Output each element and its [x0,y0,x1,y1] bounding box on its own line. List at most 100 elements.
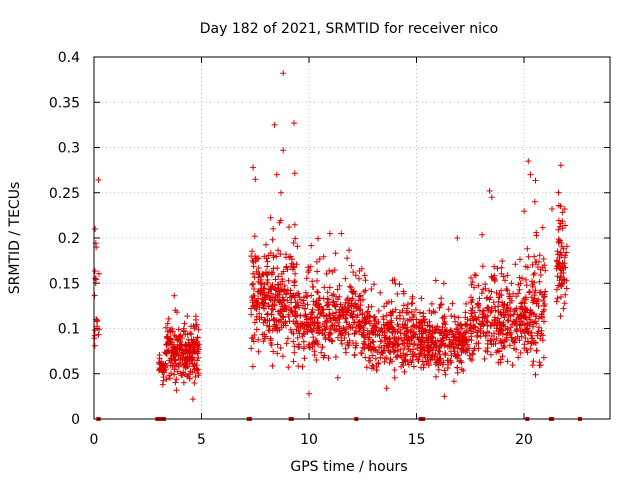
data-point [270,252,277,259]
data-point [530,271,537,278]
data-point [516,337,523,344]
data-point [540,354,547,361]
data-point [280,296,287,303]
data-point [360,329,367,336]
data-point [171,292,178,299]
data-point [500,327,507,334]
data-point [444,343,451,350]
data-point [381,342,388,349]
data-point [163,350,170,357]
data-point [370,322,377,329]
data-point [448,313,455,319]
data-point [334,374,341,381]
data-point [512,319,518,326]
data-point [556,223,563,230]
data-point [167,327,174,334]
data-point [493,335,500,342]
data-point [418,295,425,302]
data-point [469,351,476,358]
data-point [448,328,455,335]
data-point [499,353,506,360]
data-point [517,349,524,356]
data-point [356,307,363,314]
data-point [415,324,422,331]
data-point [518,333,525,340]
data-point [541,262,548,269]
data-point [533,320,540,327]
data-point [418,350,424,357]
data-point [495,303,501,310]
data-point [480,314,486,320]
data-point [462,314,469,321]
data-point [432,277,439,284]
data-point [560,280,566,287]
data-point [332,250,339,257]
data-point [164,333,171,340]
data-point [557,274,564,281]
data-point [491,320,498,327]
data-point [250,164,257,171]
data-point [486,287,492,294]
data-point [399,340,406,347]
data-point [315,319,322,326]
data-point [481,355,488,362]
data-point [426,307,433,314]
data-point [386,359,393,366]
data-point [259,280,265,287]
data-point [541,318,547,325]
data-point [391,374,398,381]
data-point [439,324,446,331]
data-point [251,233,258,240]
data-point [281,286,288,293]
data-point [507,312,514,319]
data-point [504,287,511,294]
data-point [397,352,404,359]
data-point [455,342,462,349]
data-point [382,355,388,362]
data-point [261,331,268,338]
data-point [250,263,257,270]
data-point [473,316,480,323]
data-point [187,368,194,375]
data-point [271,121,278,128]
y-axis-label: SRMTID / TECUs [7,182,23,295]
data-point [519,275,526,282]
data-point [194,334,201,341]
data-point [270,348,277,355]
data-point [332,327,339,334]
data-point [436,348,443,355]
data-point [418,337,425,344]
data-point [455,314,462,321]
data-point [181,320,188,327]
data-point [528,329,535,336]
data-point [446,329,453,336]
data-point [277,281,284,288]
data-point [273,171,280,178]
data-point [179,372,186,379]
data-point [531,279,537,286]
data-point [500,306,507,313]
data-point [269,282,276,288]
data-point [450,345,457,351]
data-point [249,363,256,370]
data-point [468,274,474,281]
data-point [343,319,350,326]
data-point [319,344,326,351]
data-point [361,345,368,352]
data-point [261,316,268,323]
data-point [95,176,102,183]
data-point [420,334,426,341]
data-point [248,253,255,260]
data-point [300,302,306,309]
data-point [526,288,533,295]
data-point [342,275,349,282]
data-point [498,339,504,346]
data-point [283,263,290,270]
data-point [555,189,562,196]
data-point [495,315,502,322]
data-point [540,297,547,304]
data-point [355,303,361,310]
data-point [313,258,320,265]
data-point [182,361,188,368]
data-point [92,226,99,232]
